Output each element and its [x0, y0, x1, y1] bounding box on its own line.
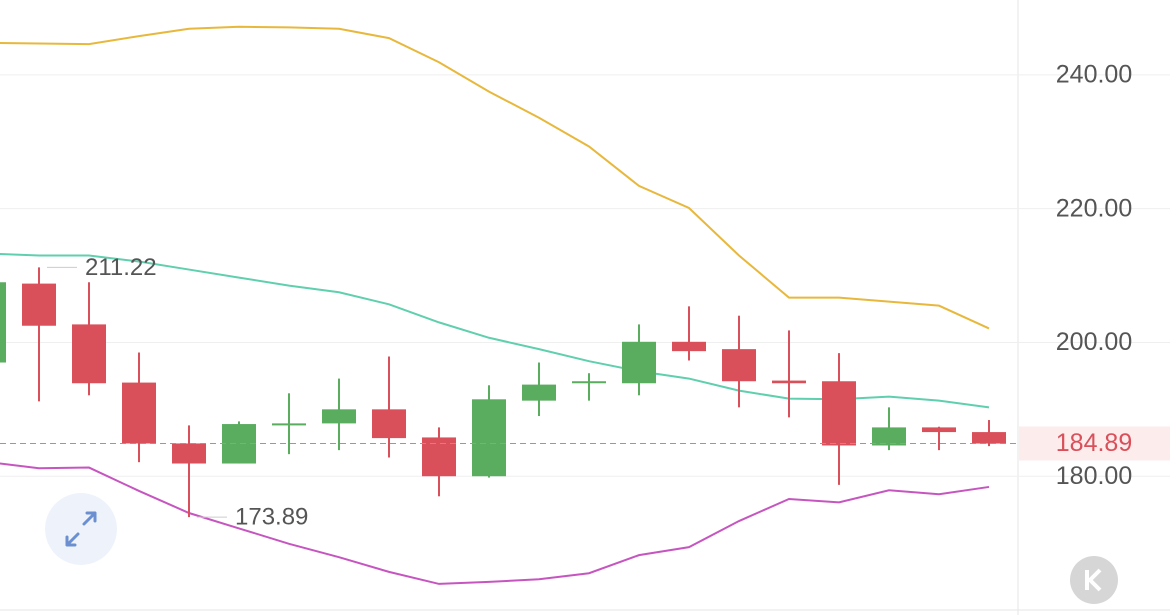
candle-body	[372, 409, 406, 439]
candle-body	[22, 283, 56, 326]
candle-body	[872, 427, 906, 446]
max-label: 211.22	[85, 254, 157, 281]
candle-body	[622, 341, 656, 384]
candle-body	[672, 341, 706, 352]
y-tick-label: 240.00	[1056, 61, 1132, 89]
candle-body	[522, 384, 556, 401]
candle-body	[322, 409, 356, 424]
k-button-bg	[1070, 556, 1118, 604]
candle-body	[72, 324, 106, 384]
min-label: 173.89	[235, 503, 308, 530]
candle-body	[772, 380, 806, 384]
candle-body	[972, 432, 1006, 444]
candle-body	[0, 282, 6, 363]
candle-body	[722, 349, 756, 382]
candle-body	[572, 381, 606, 384]
band-line	[0, 462, 990, 585]
last-price-label: 184.89	[1056, 429, 1132, 457]
band-line	[0, 25, 990, 330]
expand-icon	[65, 511, 97, 547]
expand-button[interactable]	[45, 493, 117, 565]
y-tick-label: 180.00	[1056, 462, 1132, 490]
last-price-bg	[1019, 426, 1170, 461]
y-tick-label: 220.00	[1056, 194, 1132, 222]
candle-body	[822, 381, 856, 446]
y-tick-label: 200.00	[1056, 328, 1132, 356]
expand-button-bg	[45, 493, 117, 565]
k-button[interactable]	[1070, 556, 1118, 604]
k-icon	[1085, 568, 1102, 592]
candle-body	[922, 427, 956, 433]
candle-body	[172, 443, 206, 464]
candle-body	[122, 382, 156, 444]
candle-body	[472, 399, 506, 477]
candle-body	[272, 423, 306, 426]
